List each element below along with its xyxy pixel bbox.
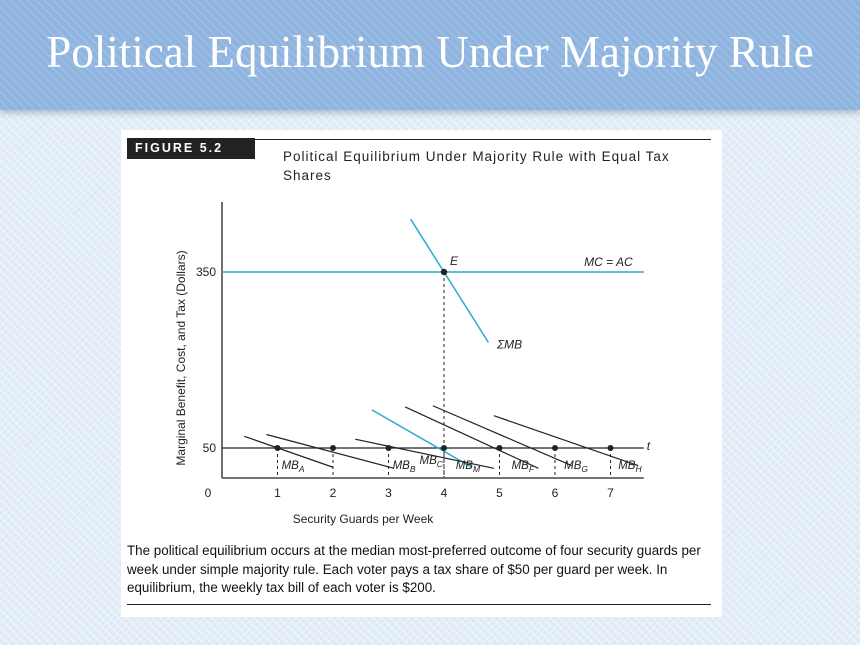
x-axis-label: Security Guards per Week xyxy=(293,512,435,526)
series-line-aggregate xyxy=(410,218,490,343)
x-tick-label: 5 xyxy=(496,486,503,500)
figure-label: FIGURE 5.2 xyxy=(127,138,255,159)
series-line-B xyxy=(266,433,395,469)
mc-ac-label: MC = AC xyxy=(584,255,633,269)
y-tick-label: 350 xyxy=(196,265,216,279)
x-tick-label: 2 xyxy=(330,486,337,500)
figure-bottom-rule xyxy=(127,604,711,605)
x-tick-label: 4 xyxy=(441,486,448,500)
equilibrium-point xyxy=(440,268,448,276)
chart-marks xyxy=(222,218,644,478)
y-axis-label: Marginal Benefit, Cost, and Tax (Dollars… xyxy=(174,250,188,465)
x-tick-label: 1 xyxy=(274,486,281,500)
series-line-F xyxy=(432,405,572,467)
mb-label-F: MBF xyxy=(512,460,535,474)
y-tick-label: 50 xyxy=(203,441,217,455)
optimum-point xyxy=(385,445,392,451)
chart-axes xyxy=(221,202,644,479)
optimum-point xyxy=(274,445,281,451)
x-tick-label: 3 xyxy=(385,486,392,500)
mb-label-A: MBA xyxy=(282,460,305,474)
series-line-A xyxy=(244,435,334,468)
figure-top-rule xyxy=(255,139,711,140)
optimum-point xyxy=(607,445,614,451)
mb-label-B: MBB xyxy=(393,460,416,474)
figure-caption: The political equilibrium occurs at the … xyxy=(127,543,701,595)
slide-title: Political Equilibrium Under Majority Rul… xyxy=(46,27,814,77)
slide-header: Political Equilibrium Under Majority Rul… xyxy=(0,0,860,110)
mb-label-G: MBG xyxy=(564,460,588,474)
sum-mb-label: ΣMB xyxy=(496,337,522,351)
mb-label-C: MBC xyxy=(420,455,444,469)
figure-card: FIGURE 5.2 Political Equilibrium Under M… xyxy=(121,130,722,617)
mb-label-H: MBH xyxy=(618,460,642,474)
optimum-point xyxy=(496,445,503,451)
x-tick-label: 7 xyxy=(607,486,614,500)
optimum-point xyxy=(552,445,558,451)
equilibrium-label: E xyxy=(450,254,459,268)
chart-labels: 0 1 2 3 4 5 6 7 50 350 Security Guards per Week Mar… xyxy=(174,250,651,526)
x-tick-label: 6 xyxy=(552,486,559,500)
x-tick-label: 0 xyxy=(205,486,212,500)
chart: 0 1 2 3 4 5 6 7 50 350 Security Guards per Week Mar… xyxy=(174,202,651,526)
figure-title: Political Equilibrium Under Majority Rul… xyxy=(283,149,670,183)
series-line-individual xyxy=(355,438,495,469)
optimum-point xyxy=(330,445,336,451)
series-line-M xyxy=(404,406,539,469)
tax-label: t xyxy=(647,439,651,453)
series-line-G xyxy=(493,415,639,467)
mb-label-M: MBM xyxy=(456,460,481,474)
series-line-C xyxy=(371,409,473,468)
